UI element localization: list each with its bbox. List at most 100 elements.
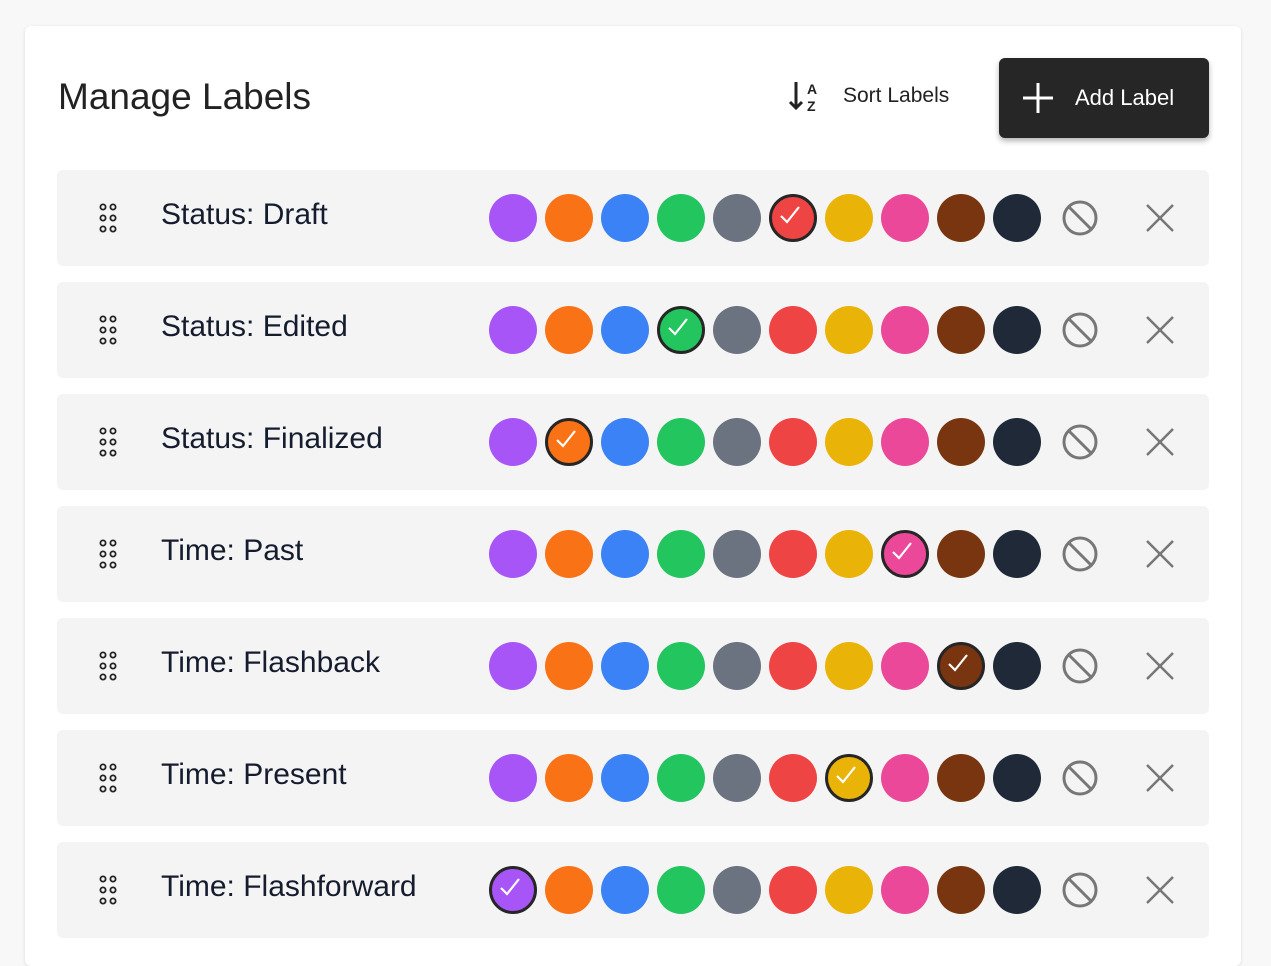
color-swatch-gray[interactable] — [713, 194, 761, 242]
color-swatch-red[interactable] — [769, 866, 817, 914]
color-swatch-red[interactable] — [769, 194, 817, 242]
color-swatch-green[interactable] — [657, 306, 705, 354]
drag-handle-icon[interactable] — [99, 762, 119, 794]
color-swatch-navy[interactable] — [993, 418, 1041, 466]
check-icon — [892, 542, 912, 560]
color-swatch-pink[interactable] — [881, 530, 929, 578]
check-icon — [948, 654, 968, 672]
color-swatch-brown[interactable] — [937, 306, 985, 354]
drag-handle-icon[interactable] — [99, 202, 119, 234]
drag-handle-icon[interactable] — [99, 874, 119, 906]
color-swatch-pink[interactable] — [881, 194, 929, 242]
color-swatch-brown[interactable] — [937, 754, 985, 802]
color-swatch-orange[interactable] — [545, 418, 593, 466]
color-swatch-gray[interactable] — [713, 418, 761, 466]
color-swatch-gray[interactable] — [713, 754, 761, 802]
color-swatch-yellow[interactable] — [825, 530, 873, 578]
label-row: Time: Past — [57, 506, 1209, 602]
color-swatch-yellow[interactable] — [825, 194, 873, 242]
delete-label-icon[interactable] — [1145, 875, 1175, 905]
delete-label-icon[interactable] — [1145, 427, 1175, 457]
color-swatch-navy[interactable] — [993, 642, 1041, 690]
no-color-icon[interactable] — [1061, 199, 1099, 237]
delete-label-icon[interactable] — [1145, 539, 1175, 569]
color-swatch-brown[interactable] — [937, 642, 985, 690]
color-swatch-navy[interactable] — [993, 194, 1041, 242]
color-swatch-green[interactable] — [657, 642, 705, 690]
color-swatch-orange[interactable] — [545, 866, 593, 914]
delete-label-icon[interactable] — [1145, 651, 1175, 681]
color-swatch-orange[interactable] — [545, 306, 593, 354]
color-swatch-gray[interactable] — [713, 642, 761, 690]
color-swatch-gray[interactable] — [713, 866, 761, 914]
color-swatch-blue[interactable] — [601, 754, 649, 802]
color-swatch-green[interactable] — [657, 754, 705, 802]
add-label-button[interactable]: Add Label — [999, 58, 1209, 138]
color-swatch-green[interactable] — [657, 418, 705, 466]
no-color-icon[interactable] — [1061, 647, 1099, 685]
color-swatch-pink[interactable] — [881, 754, 929, 802]
color-swatch-navy[interactable] — [993, 306, 1041, 354]
delete-label-icon[interactable] — [1145, 315, 1175, 345]
color-swatch-brown[interactable] — [937, 194, 985, 242]
color-swatch-purple[interactable] — [489, 530, 537, 578]
color-swatch-purple[interactable] — [489, 306, 537, 354]
color-swatch-purple[interactable] — [489, 642, 537, 690]
color-swatch-pink[interactable] — [881, 866, 929, 914]
color-swatch-red[interactable] — [769, 530, 817, 578]
label-name: Time: Present — [161, 758, 347, 791]
color-swatch-gray[interactable] — [713, 306, 761, 354]
label-row: Status: Edited — [57, 282, 1209, 378]
color-swatch-purple[interactable] — [489, 418, 537, 466]
color-swatch-navy[interactable] — [993, 866, 1041, 914]
color-swatch-pink[interactable] — [881, 306, 929, 354]
drag-handle-icon[interactable] — [99, 650, 119, 682]
color-swatch-yellow[interactable] — [825, 418, 873, 466]
color-swatch-navy[interactable] — [993, 754, 1041, 802]
no-color-icon[interactable] — [1061, 423, 1099, 461]
color-swatch-brown[interactable] — [937, 530, 985, 578]
color-swatch-pink[interactable] — [881, 642, 929, 690]
drag-handle-icon[interactable] — [99, 538, 119, 570]
color-swatch-blue[interactable] — [601, 866, 649, 914]
color-swatch-gray[interactable] — [713, 530, 761, 578]
delete-label-icon[interactable] — [1145, 203, 1175, 233]
color-swatch-brown[interactable] — [937, 418, 985, 466]
no-color-icon[interactable] — [1061, 871, 1099, 909]
color-swatch-blue[interactable] — [601, 530, 649, 578]
color-swatch-purple[interactable] — [489, 194, 537, 242]
color-swatch-purple[interactable] — [489, 754, 537, 802]
color-swatch-red[interactable] — [769, 306, 817, 354]
color-swatch-yellow[interactable] — [825, 866, 873, 914]
color-swatch-green[interactable] — [657, 194, 705, 242]
drag-handle-icon[interactable] — [99, 426, 119, 458]
color-swatch-blue[interactable] — [601, 642, 649, 690]
color-swatch-yellow[interactable] — [825, 642, 873, 690]
color-swatch-orange[interactable] — [545, 642, 593, 690]
delete-label-icon[interactable] — [1145, 763, 1175, 793]
color-swatch-red[interactable] — [769, 418, 817, 466]
label-row: Status: Draft — [57, 170, 1209, 266]
color-swatch-yellow[interactable] — [825, 306, 873, 354]
color-swatch-green[interactable] — [657, 530, 705, 578]
color-swatch-orange[interactable] — [545, 194, 593, 242]
check-icon — [780, 206, 800, 224]
color-swatch-red[interactable] — [769, 754, 817, 802]
no-color-icon[interactable] — [1061, 535, 1099, 573]
color-swatch-yellow[interactable] — [825, 754, 873, 802]
color-swatch-blue[interactable] — [601, 418, 649, 466]
color-swatch-navy[interactable] — [993, 530, 1041, 578]
color-swatch-red[interactable] — [769, 642, 817, 690]
color-swatch-pink[interactable] — [881, 418, 929, 466]
color-swatch-purple[interactable] — [489, 866, 537, 914]
color-swatch-blue[interactable] — [601, 306, 649, 354]
color-swatch-blue[interactable] — [601, 194, 649, 242]
no-color-icon[interactable] — [1061, 311, 1099, 349]
no-color-icon[interactable] — [1061, 759, 1099, 797]
color-swatch-orange[interactable] — [545, 754, 593, 802]
color-swatch-green[interactable] — [657, 866, 705, 914]
color-swatch-brown[interactable] — [937, 866, 985, 914]
color-swatch-orange[interactable] — [545, 530, 593, 578]
drag-handle-icon[interactable] — [99, 314, 119, 346]
